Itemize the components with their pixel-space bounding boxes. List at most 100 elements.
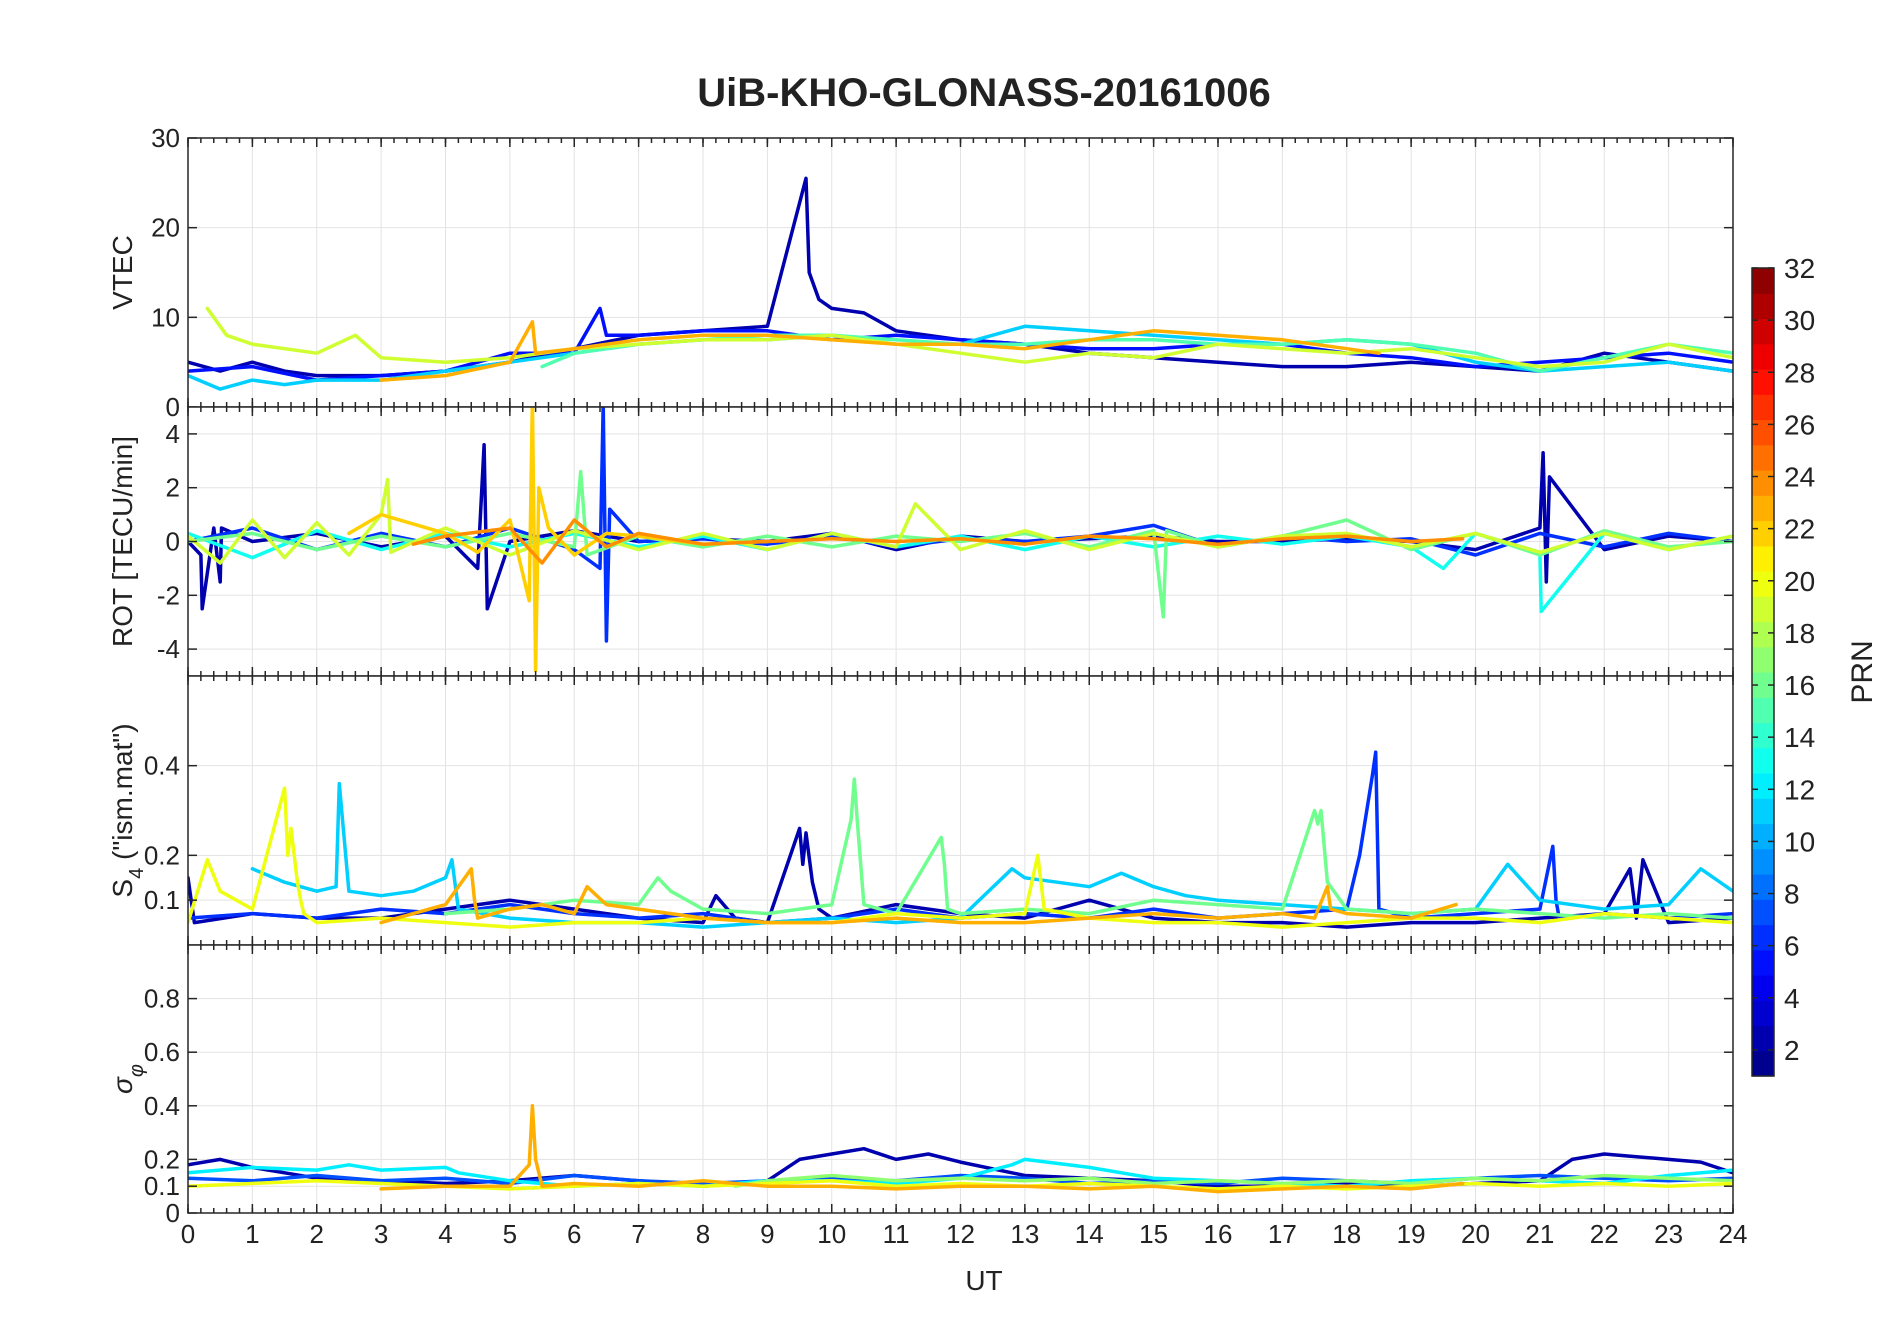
colorbar-tick-label: 18 xyxy=(1784,618,1815,649)
x-tick-label: 1 xyxy=(245,1219,259,1249)
panel-3: 0.1 0.2 0.4S4 ("ism.mat") xyxy=(107,675,1734,946)
ticks xyxy=(187,137,1734,408)
series-line-prn-17 xyxy=(733,1173,1733,1188)
series-line-prn-24 xyxy=(411,518,1465,565)
colorbar-band xyxy=(1752,697,1774,724)
x-tick-label: 14 xyxy=(1075,1219,1104,1249)
colorbar-tick-label: 10 xyxy=(1784,826,1815,857)
colorbar-band xyxy=(1752,747,1774,774)
colorbar-band xyxy=(1752,975,1774,1001)
x-tick-label: 21 xyxy=(1525,1219,1554,1249)
colorbar-band xyxy=(1752,268,1774,294)
colorbar-band xyxy=(1752,798,1774,825)
colorbar-tick-label: 4 xyxy=(1784,983,1800,1014)
y-label-main: S xyxy=(107,879,138,898)
x-tick-label: 0 xyxy=(181,1219,195,1249)
colorbar-band xyxy=(1752,646,1774,673)
x-tick-label: 18 xyxy=(1332,1219,1361,1249)
x-tick-label: 24 xyxy=(1719,1219,1748,1249)
colorbar-band xyxy=(1752,949,1774,976)
colorbar-tick-label: 2 xyxy=(1784,1035,1800,1066)
y-tick-label: -4 xyxy=(157,634,180,664)
x-tick-label: 6 xyxy=(567,1219,581,1249)
y-tick-label: 0.1 xyxy=(144,1171,180,1201)
chart-title: UiB-KHO-GLONASS-20161006 xyxy=(697,71,1271,115)
series-line-prn-16 xyxy=(443,777,1733,920)
colorbar-band xyxy=(1752,874,1774,900)
y-label-rest: ("ism.mat") xyxy=(107,723,138,867)
colorbar-tick-label: 12 xyxy=(1784,774,1815,805)
x-tick-label: 19 xyxy=(1397,1219,1426,1249)
x-tick-label: 22 xyxy=(1590,1219,1619,1249)
y-tick-label: 4 xyxy=(166,419,180,449)
colorbar-band xyxy=(1752,369,1774,395)
colorbar-band xyxy=(1752,848,1774,875)
y-tick-label: 0.1 xyxy=(144,885,180,915)
series-line-prn-23 xyxy=(379,1104,1465,1194)
y-tick-label: 0.2 xyxy=(144,840,180,870)
y-axis-label: σφ xyxy=(107,1064,148,1094)
y-axis-label: S4 ("ism.mat") xyxy=(107,723,148,897)
y-tick-label: 0 xyxy=(166,392,180,422)
x-tick-label: 7 xyxy=(631,1219,645,1249)
y-tick-label: 10 xyxy=(151,302,180,332)
colorbar-band xyxy=(1752,773,1774,799)
x-tick-label: 16 xyxy=(1204,1219,1233,1249)
y-tick-label: 30 xyxy=(151,123,180,153)
y-label-subscript: φ xyxy=(126,1064,148,1077)
y-axis-label: VTEC xyxy=(107,235,138,310)
x-tick-label: 9 xyxy=(760,1219,774,1249)
colorbar-band xyxy=(1752,520,1774,547)
y-axis-label: ROT [TECU/min] xyxy=(107,436,138,647)
colorbar-band xyxy=(1752,318,1774,345)
ticks xyxy=(187,676,1734,945)
colorbar-band xyxy=(1752,621,1774,648)
colorbar-band xyxy=(1752,343,1774,370)
colorbar-tick-label: 8 xyxy=(1784,879,1800,910)
y-label-main: σ xyxy=(107,1076,138,1094)
colorbar-tick-label: 20 xyxy=(1784,566,1815,597)
series-line-prn-19 xyxy=(205,306,1733,369)
colorbar-band xyxy=(1752,1025,1774,1052)
colorbar-tick-label: 32 xyxy=(1784,253,1815,284)
colorbar-label: PRN xyxy=(1846,640,1879,703)
colorbar-band xyxy=(1752,722,1774,749)
colorbar-tick-label: 26 xyxy=(1784,409,1815,440)
colorbar-band xyxy=(1752,495,1774,522)
series-line-prn-2 xyxy=(188,1146,1733,1188)
colorbar-tick-label: 16 xyxy=(1784,670,1815,701)
colorbar-tick-label: 28 xyxy=(1784,357,1815,388)
series-group xyxy=(188,1104,1733,1194)
x-tick-label: 5 xyxy=(503,1219,517,1249)
y-tick-label: 0.2 xyxy=(144,1144,180,1174)
panel-4: 00.10.2 0.4 0.6 0.8 σφ xyxy=(107,944,1734,1228)
colorbar-band xyxy=(1752,823,1774,850)
y-tick-label: -2 xyxy=(157,580,180,610)
panel-1: 0 10 20 30 VTEC xyxy=(107,123,1734,422)
x-tick-label: 4 xyxy=(438,1219,452,1249)
colorbar-band xyxy=(1752,899,1774,926)
colorbar-tick-label: 24 xyxy=(1784,462,1815,493)
x-tick-label: 20 xyxy=(1461,1219,1490,1249)
colorbar-band xyxy=(1752,444,1774,471)
series-line-prn-16 xyxy=(188,469,1733,619)
series-group xyxy=(188,750,1733,929)
colorbar-band xyxy=(1752,1000,1774,1027)
y-tick-label: 0.6 xyxy=(144,1037,180,1067)
series-line-prn-23 xyxy=(379,320,1381,382)
y-tick-label: 0 xyxy=(166,1198,180,1228)
colorbar-band xyxy=(1752,394,1774,421)
colorbar-band xyxy=(1752,419,1774,446)
colorbar-frame xyxy=(1751,267,1775,1077)
x-tick-label: 10 xyxy=(817,1219,846,1249)
y-tick-label: 20 xyxy=(151,213,180,243)
series-line-prn-23 xyxy=(379,867,1458,925)
x-tick-label: 12 xyxy=(946,1219,975,1249)
ticks xyxy=(187,945,1734,1214)
colorbar-band xyxy=(1752,672,1774,698)
y-tick-label: 0.4 xyxy=(144,751,180,781)
colorbar-band xyxy=(1752,293,1774,320)
